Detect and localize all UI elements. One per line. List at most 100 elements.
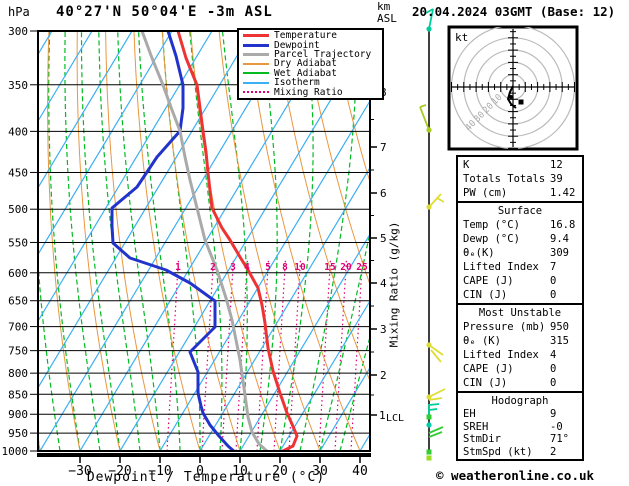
legend-row: Temperature xyxy=(243,30,382,41)
km-tick-label: 7 xyxy=(380,141,387,154)
km-tick-label: 6 xyxy=(380,187,387,200)
hodograph-trace xyxy=(506,85,517,109)
pressure-tick-label: 900 xyxy=(8,408,28,421)
panel-row-label: SREH xyxy=(463,420,489,433)
series-temperature xyxy=(176,31,299,451)
legend-label: Isotherm xyxy=(274,77,320,89)
legend-swatch-mixing-ratio xyxy=(243,91,269,94)
mixing-ratio-value: 4 xyxy=(244,262,250,273)
panel-row: Lifted Index 7 xyxy=(458,260,582,274)
panel-row-value: 39 xyxy=(550,173,563,185)
panel-row-label: StmSpd (kt) xyxy=(463,445,533,458)
legend-label: Dry Adiabat xyxy=(274,58,337,70)
panel-row: StmDir 71° xyxy=(458,433,582,446)
hodograph-unit-label: kt xyxy=(455,31,468,44)
pressure-tick-label: 800 xyxy=(8,367,28,380)
temperature-tick-label: 30 xyxy=(312,464,328,479)
panel-section-hodograph: Hodograph EH 9 SREH -0 StmDir 71° StmSpd (kt) 2 xyxy=(456,391,584,461)
mixing-ratio-value: 5 xyxy=(265,262,271,273)
temperature-tick-label: −10 xyxy=(148,464,171,479)
legend-swatch-parcel-trajectory xyxy=(243,52,269,56)
date-title: 20.04.2024 03GMT (Base: 12) xyxy=(412,4,616,19)
mixing-ratio-value: 10 xyxy=(294,262,306,273)
mixing-ratio-value: 20 xyxy=(340,262,352,273)
mixing-ratio-value: 25 xyxy=(356,262,368,273)
legend-swatch-dewpoint xyxy=(243,43,269,47)
lcl-label: LCL xyxy=(386,413,404,424)
panel-row-value: 2 xyxy=(550,445,557,458)
panel-row-label: θₑ(K) xyxy=(463,247,495,259)
panel-row: Pressure (mb) 950 xyxy=(458,320,582,334)
panel-row-value: 1.42 xyxy=(550,187,576,199)
panel-row: Lifted Index 4 xyxy=(458,348,582,362)
mixing-ratio-value: 3 xyxy=(230,262,236,273)
credit-text: © weatheronline.co.uk xyxy=(436,468,595,483)
legend-label: Mixing Ratio xyxy=(274,86,343,98)
panel-row: StmSpd (kt) 2 xyxy=(458,446,582,459)
panel-section-title: Hodograph xyxy=(491,395,549,407)
panel-row-value: 0 xyxy=(550,363,557,375)
panel-row: CAPE (J) 0 xyxy=(458,362,582,376)
panel-row: θₑ (K) 315 xyxy=(458,334,582,348)
temperature-tick-label: 0 xyxy=(196,464,204,479)
panel-row: CIN (J) 0 xyxy=(458,376,582,390)
panel-row-label: CIN (J) xyxy=(463,377,508,389)
panel-row-value: 950 xyxy=(550,321,569,333)
panel-row: EH 9 xyxy=(458,408,582,421)
lcl-km-label: 1 xyxy=(379,409,386,422)
panel-row-label: Lifted Index xyxy=(463,349,539,361)
temperature-tick-label: −30 xyxy=(68,464,91,479)
pressure-tick-label: 1000 xyxy=(2,445,29,458)
wind-barb-column xyxy=(419,8,446,461)
legend-row: Dewpoint xyxy=(243,40,382,51)
pressure-tick-label: 850 xyxy=(8,388,28,401)
pressure-tick-label: 300 xyxy=(8,25,28,38)
panel-row: CIN (J) 0 xyxy=(458,288,582,302)
mixing-ratio-axis-label: Mixing Ratio (g/kg) xyxy=(387,221,401,348)
panel-row-value: 7 xyxy=(550,261,557,273)
panel-row: θₑ(K) 309 xyxy=(458,246,582,260)
temperature-tick-label: 10 xyxy=(232,464,248,479)
mixing-ratio-value: 1 xyxy=(175,262,181,273)
legend-row: Mixing Ratio xyxy=(243,86,382,98)
panel-row-label: Dewp (°C) xyxy=(463,233,520,245)
panel-row-value: 309 xyxy=(550,247,569,259)
legend-swatch-temperature xyxy=(243,34,269,38)
panel-section-most-unstable: Most Unstable Pressure (mb) 950 θₑ (K) 315 Li… xyxy=(456,303,584,393)
panel-row-value: 9.4 xyxy=(550,233,569,245)
panel-row-label: Pressure (mb) xyxy=(463,321,546,333)
pressure-tick-label: 450 xyxy=(8,166,28,179)
km-tick-label: 3 xyxy=(380,323,387,336)
pressure-tick-label: 650 xyxy=(8,295,28,308)
legend: Temperature Dewpoint Parcel Trajectory Dry … xyxy=(237,28,384,100)
legend-row: Isotherm xyxy=(243,77,382,89)
mixing-ratio-value: 15 xyxy=(324,262,336,273)
panel-row: K 12 xyxy=(458,158,582,172)
panel-row-label: CIN (J) xyxy=(463,289,508,301)
panel-row: SREH -0 xyxy=(458,421,582,434)
legend-label: Parcel Trajectory xyxy=(274,48,372,60)
panel-row-label: CAPE (J) xyxy=(463,363,514,375)
temperature-tick-label: 20 xyxy=(272,464,288,479)
pressure-tick-label: 700 xyxy=(8,321,28,334)
panel-row-value: -0 xyxy=(550,420,563,433)
series-parcel-trajectory xyxy=(140,31,270,451)
panel-row-label: CAPE (J) xyxy=(463,275,514,287)
km-tick-label: 5 xyxy=(380,232,387,245)
panel-row-label: StmDir xyxy=(463,433,501,445)
panel-section-title: Most Unstable xyxy=(478,307,562,319)
legend-swatch-dry-adiabat xyxy=(243,62,269,65)
pressure-tick-label: 950 xyxy=(8,427,28,440)
altitude-axis-unit: km ASL xyxy=(377,0,397,25)
panel-row-value: 9 xyxy=(550,408,557,420)
km-tick-label: 2 xyxy=(380,369,387,382)
pressure-tick-label: 550 xyxy=(8,236,28,249)
panel-section: K 12 Totals Totals 39 PW (cm) 1.42 xyxy=(456,155,584,203)
panel-section-surface: Surface Temp (°C) 16.8 Dewp (°C) 9.4 θₑ(K) 309… xyxy=(456,201,584,305)
panel-row: Dewp (°C) 9.4 xyxy=(458,232,582,246)
panel-section-title: Surface xyxy=(497,205,543,217)
pressure-tick-label: 350 xyxy=(8,79,28,92)
pressure-axis-unit: hPa xyxy=(8,5,30,19)
